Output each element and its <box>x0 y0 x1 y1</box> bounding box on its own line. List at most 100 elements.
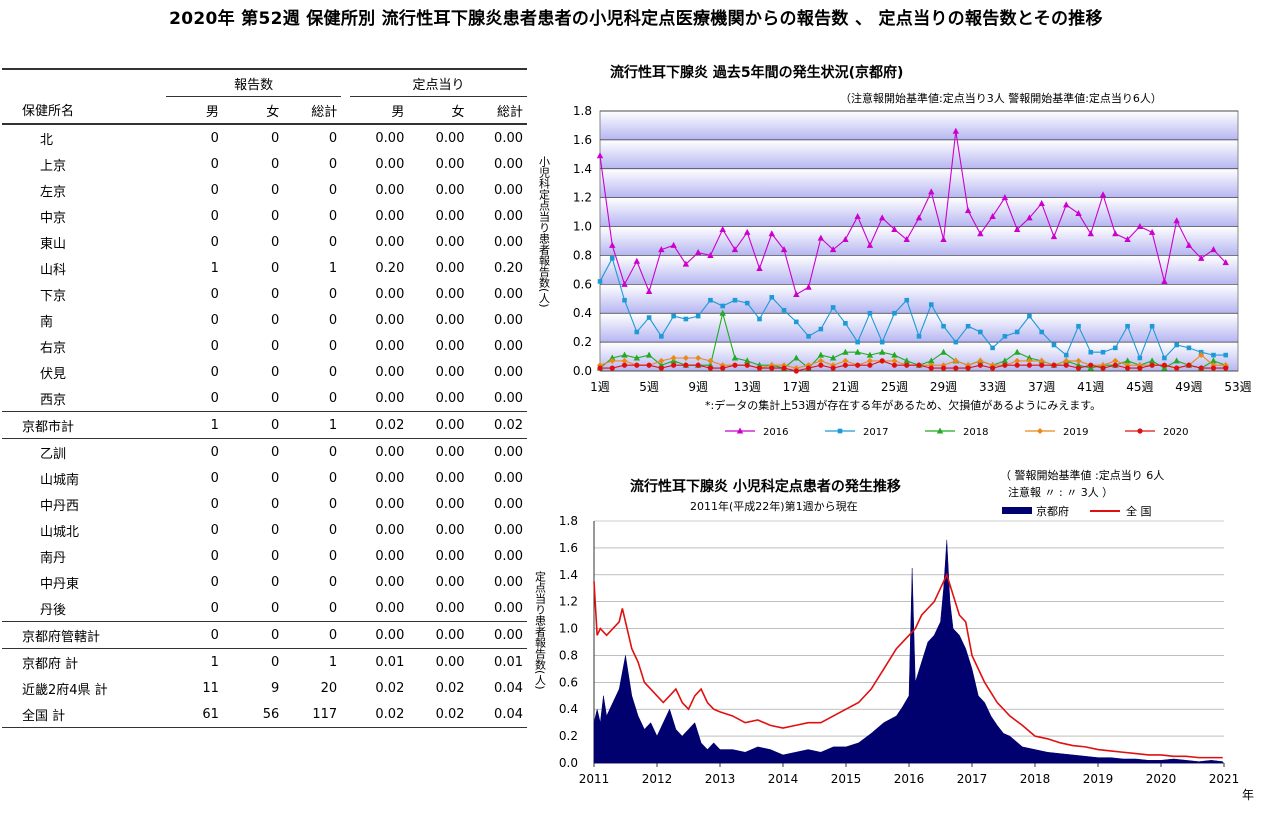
data-point <box>1186 345 1192 351</box>
table-row: 西京 0 0 0 0.00 0.00 0.00 <box>2 385 527 412</box>
data-point <box>621 280 628 287</box>
table-cell: 0.00 <box>435 312 465 328</box>
data-point <box>1002 334 1008 339</box>
data-point <box>658 365 664 371</box>
table-cell: 0.02 <box>468 411 527 439</box>
data-point <box>1223 352 1229 358</box>
data-point <box>916 362 922 368</box>
table-cell: 0 <box>210 130 219 146</box>
x-tick-label: 2018 <box>1020 772 1051 786</box>
data-point <box>904 297 910 303</box>
data-point <box>941 323 946 329</box>
y-tick-label: 1.8 <box>559 514 578 528</box>
table-cell: 20 <box>320 680 338 696</box>
table-cell: 0 <box>328 286 338 302</box>
table-cell: 0.00 <box>468 621 527 649</box>
table-cell: 0 <box>328 208 338 224</box>
data-point <box>1026 362 1033 368</box>
data-point <box>915 214 923 221</box>
table-row: 近畿2府4県 計 11 9 20 0.02 0.02 0.04 <box>2 675 527 701</box>
data-point <box>1063 362 1069 368</box>
data-point <box>1026 357 1033 364</box>
data-point <box>903 357 910 364</box>
data-point <box>965 365 971 371</box>
data-point <box>609 365 615 371</box>
data-point <box>892 310 897 316</box>
data-point <box>1026 214 1033 221</box>
table-cell: 0.00 <box>375 312 405 328</box>
station-name: 山城北 <box>40 524 80 540</box>
x-tick-label: 2015 <box>831 772 862 786</box>
data-point <box>1185 241 1193 248</box>
data-point <box>596 152 604 159</box>
plot-band <box>600 111 1238 140</box>
table-cell: 1 <box>166 648 223 675</box>
x-tick-label: 13週 <box>734 380 761 394</box>
col-header-female-per: 女 <box>408 96 469 124</box>
data-point <box>658 357 665 364</box>
x-tick-label: 21週 <box>832 380 859 394</box>
table-cell: 0.00 <box>435 338 465 354</box>
table-cell: 0 <box>166 621 223 649</box>
legend-swatch-kyoto <box>1002 507 1032 514</box>
table-cell: 1 <box>328 260 338 276</box>
data-point <box>769 295 775 300</box>
chart1-subtitle: （注意報開始基準値:定点当り3人 警報開始基準値:定点当り6人） <box>840 91 1162 105</box>
data-point <box>829 246 837 253</box>
data-point <box>1222 259 1229 266</box>
table-cell: 0 <box>210 364 219 380</box>
data-point <box>1013 225 1021 232</box>
table-cell: 0.00 <box>494 548 523 564</box>
data-point <box>1125 323 1130 329</box>
table-cell: 0 <box>210 390 219 406</box>
group-header-per-site: 定点当り <box>349 68 527 97</box>
data-point <box>609 241 616 248</box>
table-row: 南 0 0 0 0.00 0.00 0.00 <box>2 307 527 333</box>
table-cell: 0.00 <box>435 130 465 146</box>
table-cell: 0 <box>328 574 338 590</box>
trend-chart: 流行性耳下腺炎 小児科定点患者の発生推移 2011年(平成22年)第1週から現在 （… <box>534 468 1255 802</box>
data-point <box>1001 357 1009 364</box>
table-cell: 0.00 <box>494 312 523 328</box>
table-cell: 0 <box>210 286 219 302</box>
data-point <box>621 362 628 368</box>
station-name: 左京 <box>40 184 67 200</box>
data-point <box>964 207 972 214</box>
data-point <box>952 127 960 134</box>
station-name: 南丹 <box>40 550 67 566</box>
station-name: 東山 <box>40 236 67 252</box>
y-tick-label: 1.4 <box>559 568 578 582</box>
data-point <box>781 365 787 371</box>
table-row: 左京 0 0 0 0.00 0.00 0.00 <box>2 177 527 203</box>
data-point <box>659 334 664 339</box>
data-point <box>732 362 738 368</box>
table-cell: 0.00 <box>375 496 405 512</box>
data-point <box>645 288 653 295</box>
table-cell: 0 <box>328 234 338 250</box>
y-tick-label: 0.4 <box>573 306 592 320</box>
legend-label: 全 国 <box>1126 504 1152 518</box>
data-point <box>1039 362 1045 368</box>
table-cell: 0 <box>328 182 338 198</box>
y-tick-label: 1.8 <box>573 104 592 118</box>
table-cell: 0.01 <box>349 648 409 675</box>
data-point <box>719 309 726 316</box>
table-cell: 0.00 <box>494 496 523 512</box>
table-cell: 0.00 <box>375 600 405 616</box>
table-cell: 0.02 <box>375 680 405 696</box>
data-point <box>1039 329 1044 335</box>
col-header-total: 総計 <box>283 96 342 124</box>
x-tick-label: 2013 <box>705 772 736 786</box>
table-cell: 0.02 <box>435 680 465 696</box>
data-point <box>671 313 676 319</box>
data-point <box>878 214 886 221</box>
series-line-2020 <box>600 360 1226 372</box>
table-cell: 0.00 <box>494 156 523 172</box>
data-point <box>646 362 652 368</box>
data-point <box>978 329 983 335</box>
series-line-2017 <box>599 256 1226 360</box>
table-cell: 0.00 <box>494 182 523 198</box>
empty-header <box>2 68 167 97</box>
station-name: 乙訓 <box>40 446 67 462</box>
table-cell: 0 <box>222 621 284 649</box>
